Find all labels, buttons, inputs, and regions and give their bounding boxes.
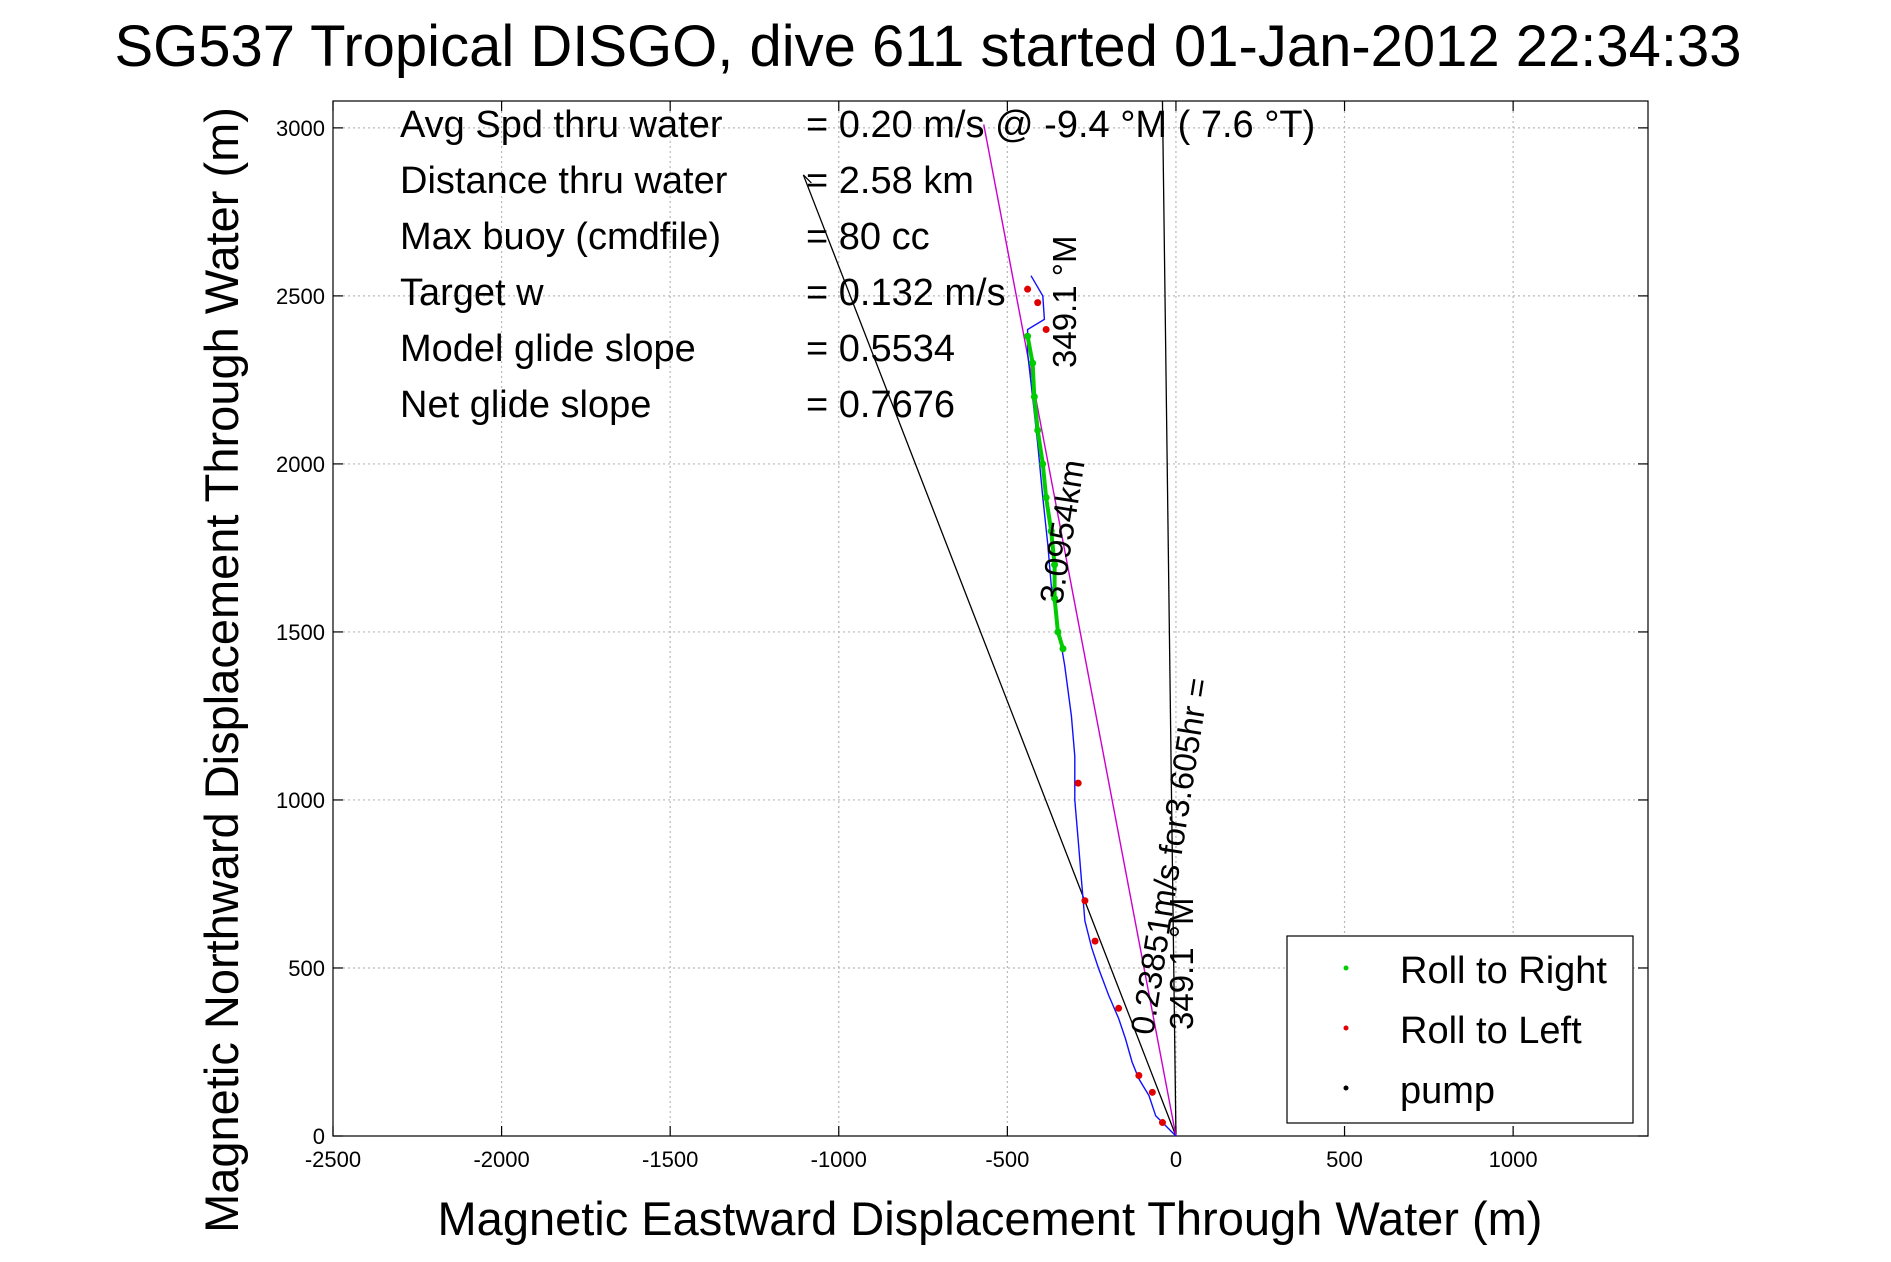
legend: Roll to Right Roll to Left pump bbox=[1286, 935, 1634, 1124]
stat-label: Avg Spd thru water bbox=[400, 104, 723, 146]
legend-marker bbox=[1343, 965, 1349, 971]
stat-value: = 0.7676 bbox=[806, 384, 955, 426]
y-tick-label: 2500 bbox=[276, 284, 325, 309]
stat-label: Target w bbox=[400, 272, 544, 314]
x-tick-label: 1000 bbox=[1489, 1147, 1538, 1172]
roll-right-band bbox=[1025, 334, 1065, 651]
model-line-tick bbox=[802, 174, 812, 184]
stat-value: = 2.58 km bbox=[806, 160, 974, 202]
axis-ticks: -2500 -2000 -1500 -1000 -500 0 500 1000 0 500 1000… bbox=[276, 101, 1648, 1172]
x-tick-label: 500 bbox=[1326, 1147, 1363, 1172]
heading-line bbox=[983, 124, 1177, 1137]
x-tick-label: -2500 bbox=[305, 1147, 361, 1172]
legend-label: Roll to Left bbox=[1400, 1010, 1582, 1052]
y-tick-label: 1000 bbox=[276, 788, 325, 813]
stat-value: = 80 cc bbox=[806, 216, 930, 258]
y-tick-label: 500 bbox=[288, 956, 325, 981]
stat-label: Distance thru water bbox=[400, 160, 728, 202]
stats-block: Avg Spd thru water = 0.20 m/s @ -9.4 °M (… bbox=[400, 104, 1315, 426]
annotation-heading-top: 349.1 °M bbox=[1046, 236, 1083, 368]
x-tick-label: -1000 bbox=[811, 1147, 867, 1172]
model-line bbox=[1161, 100, 1177, 1137]
roll-point bbox=[1115, 1004, 1123, 1012]
roll-point bbox=[1074, 779, 1082, 787]
model-line bbox=[802, 174, 1177, 1137]
y-tick-label: 3000 bbox=[276, 116, 325, 141]
annotation-heading-bottom: 349.1 °M bbox=[1163, 898, 1200, 1030]
stat-value: = 0.5534 bbox=[806, 328, 955, 370]
model-lines bbox=[802, 100, 1177, 1137]
stat-value: = 0.20 m/s @ -9.4 °M ( 7.6 °T) bbox=[806, 104, 1315, 146]
heading-line-path bbox=[983, 124, 1177, 1137]
roll-point bbox=[1091, 937, 1099, 945]
stat-label: Net glide slope bbox=[400, 384, 651, 426]
y-axis-label: Magnetic Northward Displacement Through … bbox=[195, 107, 248, 1233]
plot-border bbox=[332, 100, 1649, 1137]
x-axis-label: Magnetic Eastward Displacement Through W… bbox=[438, 1192, 1543, 1245]
track-path bbox=[1026, 275, 1177, 1137]
stat-value: = 0.132 m/s bbox=[806, 272, 1006, 314]
y-tick-label: 0 bbox=[313, 1124, 325, 1149]
roll-point bbox=[1081, 897, 1089, 905]
legend-marker bbox=[1343, 1085, 1349, 1091]
stat-label: Max buoy (cmdfile) bbox=[400, 216, 721, 258]
roll-point bbox=[1158, 1119, 1166, 1127]
y-tick-label: 2000 bbox=[276, 452, 325, 477]
x-tick-label: -500 bbox=[985, 1147, 1029, 1172]
legend-label: Roll to Right bbox=[1400, 950, 1607, 992]
chart-title: SG537 Tropical DISGO, dive 611 started 0… bbox=[114, 14, 1741, 79]
x-tick-label: -1500 bbox=[642, 1147, 698, 1172]
roll-point bbox=[1024, 285, 1032, 293]
legend-label: pump bbox=[1400, 1070, 1495, 1112]
roll-point bbox=[1042, 326, 1050, 334]
x-tick-label: 0 bbox=[1170, 1147, 1182, 1172]
roll-points bbox=[1024, 285, 1166, 1127]
x-tick-label: -2000 bbox=[473, 1147, 529, 1172]
stat-label: Model glide slope bbox=[400, 328, 696, 370]
plot-frame bbox=[332, 100, 1649, 1137]
legend-marker bbox=[1343, 1025, 1349, 1031]
roll-point bbox=[1148, 1088, 1156, 1096]
roll-point bbox=[1034, 299, 1042, 307]
y-tick-label: 1500 bbox=[276, 620, 325, 645]
dive-track bbox=[1026, 275, 1177, 1137]
roll-point bbox=[1135, 1072, 1143, 1080]
